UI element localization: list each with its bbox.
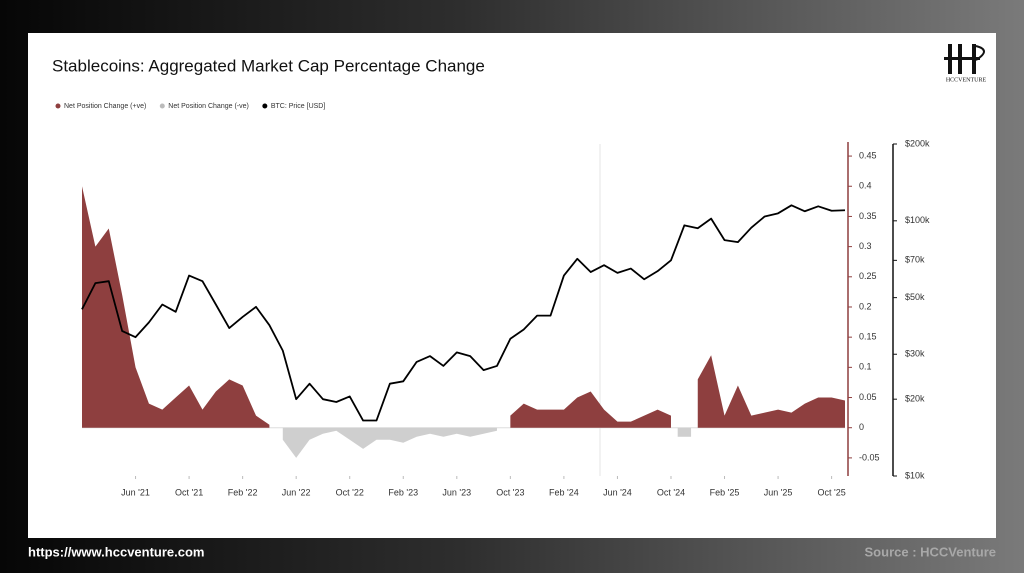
legend-marker: [262, 103, 268, 109]
x-tick-label: Oct '21: [175, 487, 203, 497]
y2-tick-label: $30k: [905, 349, 925, 359]
legend-label: Net Position Change (-ve): [168, 103, 249, 110]
y-tick-label: 0.15: [859, 332, 877, 342]
area: [677, 427, 692, 437]
y-tick-label: 0.1: [859, 362, 872, 372]
x-tick-label: Feb '22: [228, 487, 258, 497]
legend-marker: [159, 103, 165, 109]
footer-url: https://www.hccventure.com: [28, 544, 205, 559]
y2-tick-label: $20k: [905, 394, 925, 404]
x-tick-label: Jun '21: [121, 487, 150, 497]
y-tick-label: 0.4: [859, 181, 872, 191]
x-tick-label: Oct '22: [336, 487, 364, 497]
plot: -0.05 0 0.05 0.1 0.15 0.2 0.25 0.3 0.35 0.4 0.45 $1…: [81, 138, 930, 497]
y2-tick-label: $50k: [905, 292, 925, 302]
area: [282, 427, 497, 458]
card: [28, 33, 996, 538]
y-tick-label: 0.2: [859, 301, 872, 311]
y-tick-label: 0.3: [859, 241, 872, 251]
x-tick-label: Feb '23: [388, 487, 418, 497]
line: [81, 204, 846, 422]
x-tick-label: Feb '25: [710, 487, 740, 497]
footer-source: Source : HCCVenture: [865, 544, 996, 559]
area: [697, 355, 845, 428]
logo: HCCVENTURE: [944, 44, 986, 83]
legend-label: BTC: Price [USD]: [271, 103, 326, 110]
legend-marker: [55, 103, 61, 109]
y-tick-label: 0.25: [859, 271, 877, 281]
y-tick-label: 0: [859, 422, 864, 432]
x-tick-label: Jun '24: [603, 487, 632, 497]
y-tick-label: 0.45: [859, 150, 877, 160]
chart-title: Stablecoins: Aggregated Market Cap Perce…: [52, 56, 485, 75]
x-tick-label: Jun '22: [282, 487, 311, 497]
area: [82, 186, 270, 428]
x-tick-label: Jun '25: [764, 487, 793, 497]
x-tick-label: Oct '25: [817, 487, 845, 497]
legend: Net Position Change (+ve) Net Position Ch…: [55, 103, 326, 110]
y2-tick-label: $10k: [905, 470, 925, 480]
logo-bar: [944, 57, 980, 60]
logo-curve: [975, 45, 985, 61]
x-tick-label: Oct '23: [496, 487, 524, 497]
y2-tick-label: $200k: [905, 138, 930, 148]
y2-tick-label: $70k: [905, 255, 925, 265]
legend-label: Net Position Change (+ve): [64, 103, 146, 110]
y-tick-label: 0.05: [859, 392, 877, 402]
y-tick-label: 0.35: [859, 211, 877, 221]
logo-text: HCCVENTURE: [946, 77, 987, 83]
y-tick-label: -0.05: [859, 452, 880, 462]
y2-tick-label: $100k: [905, 215, 930, 225]
x-tick-label: Feb '24: [549, 487, 579, 497]
area: [510, 391, 671, 428]
x-tick-label: Oct '24: [657, 487, 685, 497]
x-tick-label: Jun '23: [442, 487, 471, 497]
